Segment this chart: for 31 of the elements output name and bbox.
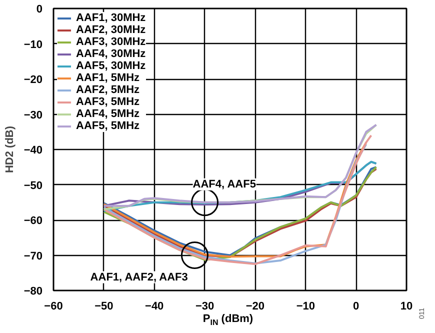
y-tick-label: 0 [36,4,43,16]
legend-label: AAF2, 5MHz [76,84,140,96]
y-tick-label: −60 [24,215,43,227]
y-tick-label: −50 [24,180,43,192]
y-tick-label: −40 [24,144,43,156]
legend-label: AAF2, 30MHz [76,24,146,36]
annotation: AAF4, AAF5 [192,178,256,190]
legend-label: AAF4, 5MHz [76,108,140,120]
annotation: AAF1, AAF2, AAF3 [90,271,188,284]
legend-label: AAF3, 5MHz [76,96,140,108]
y-tick-label: −70 [24,250,43,262]
legend-label: AAF1, 5MHz [76,72,140,84]
x-tick-label: −20 [246,300,265,312]
x-tick-label: −40 [145,300,164,312]
x-tick-label: 0 [353,300,360,312]
x-tick-label: −60 [44,300,63,312]
x-axis-title: P$_{IN}$ (dBm) [202,312,254,329]
y-tick-label: −20 [24,74,43,86]
x-tick-label: −30 [195,300,214,312]
y-tick-label: −30 [24,109,43,122]
y-tick-label: −80 [24,286,43,298]
x-tick-label: 10 [400,300,413,312]
legend-label: AAF5, 5MHz [76,120,140,132]
x-tick-label: −50 [94,300,114,312]
legend-label: AAF4, 30MHz [76,48,146,60]
y-tick-label: −10 [24,38,43,51]
x-tick-label: −10 [296,300,315,312]
legend-label: AAF1, 30MHz [76,12,146,24]
legend-label: AAF5, 30MHz [76,60,146,72]
legend-label: AAF3, 30MHz [76,36,146,48]
y-axis-title: HD2 (dB) [4,126,16,174]
